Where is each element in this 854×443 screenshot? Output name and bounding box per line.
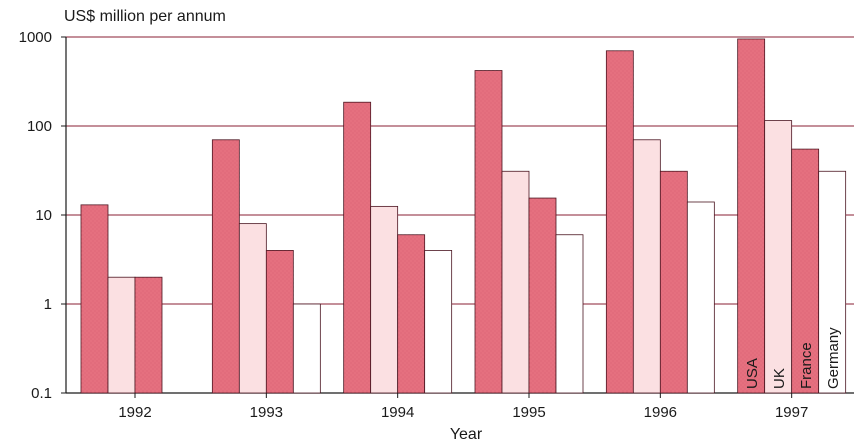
bar-uk-1993 — [238, 223, 267, 394]
bar-germany-1994 — [424, 250, 453, 394]
y-tick-label: 1000 — [19, 29, 52, 46]
y-tick-label: 10 — [35, 207, 52, 224]
series-label-germany: Germany — [825, 327, 842, 389]
bar-texture — [606, 50, 634, 393]
series-label-uk: UK — [771, 368, 788, 389]
bar-texture — [135, 277, 162, 393]
bar-uk-1996 — [632, 139, 661, 394]
y-tick-label: 100 — [27, 118, 52, 135]
bar-uk-1997 — [764, 120, 793, 394]
bar-texture — [737, 38, 765, 393]
x-tick-label-1992: 1992 — [118, 404, 151, 421]
x-tick-label-1997: 1997 — [775, 404, 808, 421]
bar-germany-1997 — [818, 170, 847, 394]
bar-uk-1994 — [370, 205, 399, 394]
bar-texture — [529, 198, 556, 393]
bar-uk-1992 — [107, 276, 136, 394]
bar-texture — [266, 250, 294, 393]
x-tick-label-1994: 1994 — [381, 404, 414, 421]
bar-texture — [475, 70, 502, 393]
series-label-france: France — [798, 342, 815, 389]
bar-texture — [660, 171, 688, 393]
bar-uk-1995 — [501, 170, 530, 394]
bar-germany-1995 — [555, 234, 584, 394]
y-tick-label: 1 — [44, 296, 52, 313]
y-tick-label: 0.1 — [31, 385, 52, 402]
x-tick-label-1996: 1996 — [644, 404, 677, 421]
bar-texture — [81, 204, 108, 393]
bar-germany-1993 — [292, 303, 321, 394]
bar-texture — [791, 149, 819, 393]
bar-texture — [212, 139, 240, 393]
x-tick-label-1993: 1993 — [250, 404, 283, 421]
bar-germany-1996 — [686, 201, 715, 394]
x-axis-title: Year — [450, 426, 483, 443]
series-label-usa: USA — [744, 358, 761, 389]
x-tick-label-1995: 1995 — [512, 404, 545, 421]
y-axis-title: US$ million per annum — [64, 8, 226, 25]
bar-texture — [397, 234, 425, 393]
bar-texture — [343, 102, 371, 394]
